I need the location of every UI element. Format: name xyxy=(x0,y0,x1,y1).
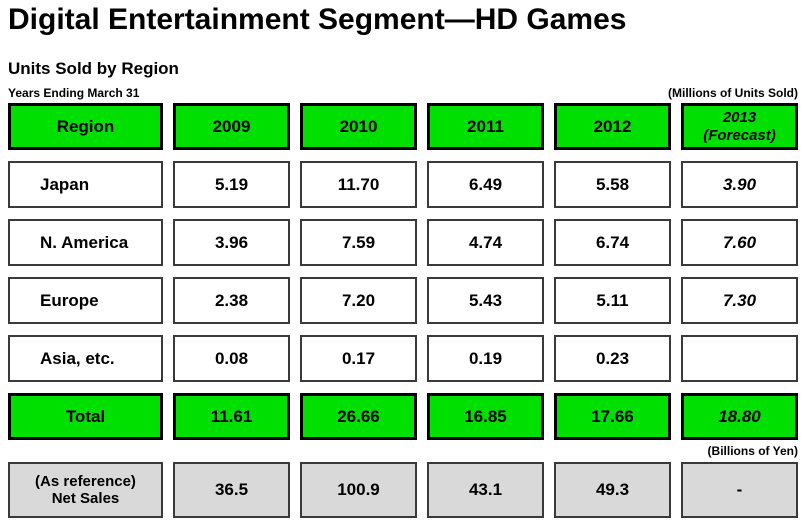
forecast-header-text: 2013 (Forecast) xyxy=(703,109,776,144)
net-sales-label-text: (As reference) Net Sales xyxy=(35,473,136,508)
japan-2012-cell: 5.58 xyxy=(554,161,671,208)
asia-2009-cell: 0.08 xyxy=(173,335,290,382)
namerica-2011-cell: 4.74 xyxy=(427,219,544,266)
header-cell-2011: 2011 xyxy=(427,103,544,150)
namerica-2012-cell: 6.74 xyxy=(554,219,671,266)
net-sales-2013-cell: - xyxy=(681,462,798,518)
units-note-caption: (Millions of Units Sold) xyxy=(668,86,798,100)
page-title: Digital Entertainment Segment—HD Games xyxy=(8,3,627,36)
total-2011-cell: 16.85 xyxy=(427,393,544,440)
caption-row: Years Ending March 31 (Millions of Units… xyxy=(8,86,798,101)
forecast-label: (Forecast) xyxy=(703,126,776,144)
net-sales-2010-cell: 100.9 xyxy=(300,462,417,518)
header-cell-2013-forecast: 2013 (Forecast) xyxy=(681,103,798,150)
total-2009-cell: 11.61 xyxy=(173,393,290,440)
europe-region-cell: Europe xyxy=(8,277,163,324)
europe-2011-cell: 5.43 xyxy=(427,277,544,324)
namerica-2013-cell: 7.60 xyxy=(681,219,798,266)
forecast-year: 2013 xyxy=(722,109,757,127)
namerica-region-cell: N. America xyxy=(8,219,163,266)
europe-2013-cell: 7.30 xyxy=(681,277,798,324)
japan-2009-cell: 5.19 xyxy=(173,161,290,208)
yen-note-caption: (Billions of Yen) xyxy=(707,444,798,458)
japan-2011-cell: 6.49 xyxy=(427,161,544,208)
header-cell-2009: 2009 xyxy=(173,103,290,150)
asia-2013-cell xyxy=(681,335,798,382)
total-2013-cell: 18.80 xyxy=(681,393,798,440)
units-sold-table: Region 2009 2010 2011 2012 2013 (Forecas… xyxy=(8,103,798,440)
slide: Digital Entertainment Segment—HD Games U… xyxy=(8,0,798,518)
total-label-cell: Total xyxy=(8,393,163,440)
header-cell-2012: 2012 xyxy=(554,103,671,150)
asia-2011-cell: 0.19 xyxy=(427,335,544,382)
namerica-2010-cell: 7.59 xyxy=(300,219,417,266)
japan-2013-cell: 3.90 xyxy=(681,161,798,208)
namerica-2009-cell: 3.96 xyxy=(173,219,290,266)
header-cell-2010: 2010 xyxy=(300,103,417,150)
europe-2010-cell: 7.20 xyxy=(300,277,417,324)
net-sales-2009-cell: 36.5 xyxy=(173,462,290,518)
europe-2012-cell: 5.11 xyxy=(554,277,671,324)
net-sales-2012-cell: 49.3 xyxy=(554,462,671,518)
net-sales-2011-cell: 43.1 xyxy=(427,462,544,518)
table-subtitle: Units Sold by Region xyxy=(8,59,179,78)
asia-region-cell: Asia, etc. xyxy=(8,335,163,382)
europe-2009-cell: 2.38 xyxy=(173,277,290,324)
header-cell-region: Region xyxy=(8,103,163,150)
asia-2010-cell: 0.17 xyxy=(300,335,417,382)
total-2010-cell: 26.66 xyxy=(300,393,417,440)
net-sales-label-line2: Net Sales xyxy=(51,490,120,507)
asia-2012-cell: 0.23 xyxy=(554,335,671,382)
total-2012-cell: 17.66 xyxy=(554,393,671,440)
japan-2010-cell: 11.70 xyxy=(300,161,417,208)
net-sales-table: (As reference) Net Sales 36.5 100.9 43.1… xyxy=(8,462,798,518)
japan-region-cell: Japan xyxy=(8,161,163,208)
years-ending-caption: Years Ending March 31 xyxy=(8,86,140,100)
net-sales-label-cell: (As reference) Net Sales xyxy=(8,462,163,518)
net-sales-label-line1: (As reference) xyxy=(35,472,136,490)
